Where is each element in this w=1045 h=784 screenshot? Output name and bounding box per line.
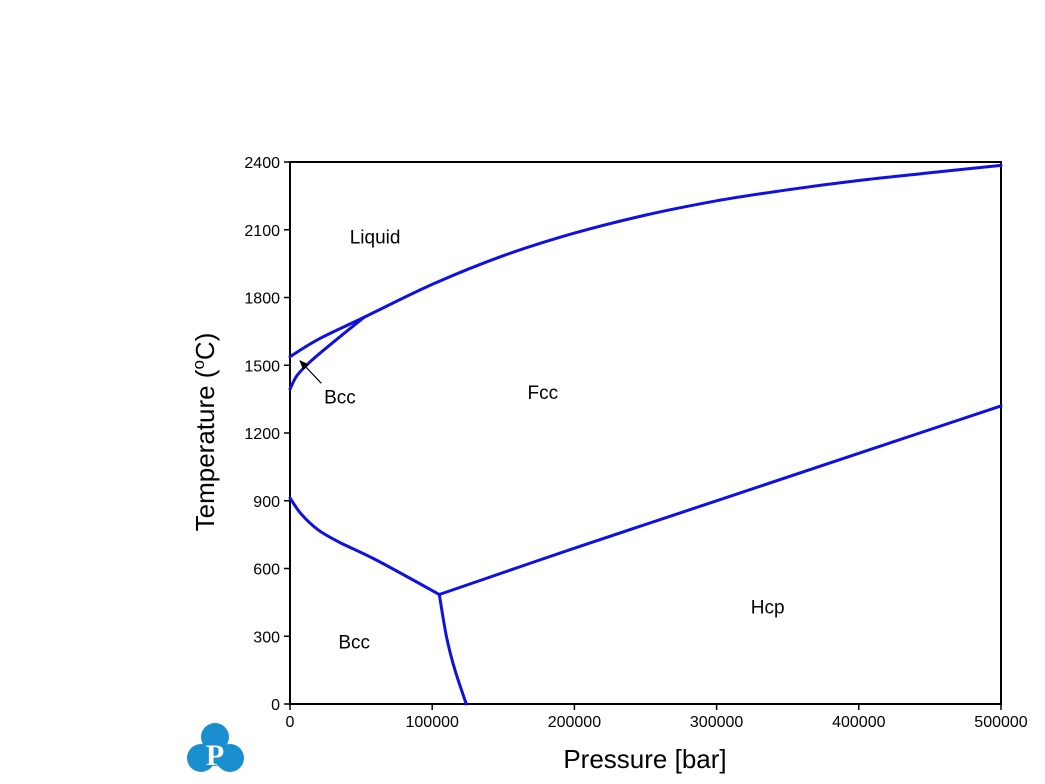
bcc-pointer-arrow — [299, 360, 322, 384]
y-tick-label: 2400 — [244, 155, 280, 172]
x-axis-title: Pressure [bar] — [563, 744, 726, 774]
region-labels: Liquid Fcc Bcc Bcc Hcp — [299, 227, 785, 654]
phase-boundaries — [288, 163, 1003, 706]
region-label: Liquid — [350, 227, 401, 248]
x-tick-label: 100000 — [406, 714, 459, 731]
phase-boundary-line — [288, 163, 1003, 359]
x-tick-label: 200000 — [548, 714, 601, 731]
region-label: Bcc — [338, 633, 370, 654]
y-tick-label: 1200 — [244, 426, 280, 443]
region-label: Hcp — [751, 598, 785, 619]
y-tick-label: 1800 — [244, 291, 280, 308]
x-tick-label: 0 — [286, 714, 295, 731]
phase-boundary-line — [437, 593, 468, 706]
y-tick-label: 0 — [271, 697, 280, 714]
x-axis: 0 100000 200000 300000 400000 500000 — [286, 704, 1028, 731]
x-tick-label: 300000 — [690, 714, 743, 731]
y-axis: 0 300 600 900 1200 1500 1800 2100 2400 — [244, 155, 290, 714]
y-tick-label: 300 — [253, 629, 280, 646]
y-tick-label: 900 — [253, 494, 280, 511]
phase-boundary-line — [288, 315, 366, 391]
region-label: Fcc — [527, 383, 558, 404]
y-tick-label: 600 — [253, 562, 280, 579]
x-tick-label: 400000 — [832, 714, 885, 731]
logo: P — [187, 723, 244, 772]
logo-letter: P — [206, 739, 224, 772]
x-tick-label: 500000 — [974, 714, 1027, 731]
logo-bubble-center — [201, 738, 229, 766]
phase-boundary-line — [288, 496, 441, 596]
y-tick-label: 1500 — [244, 358, 280, 375]
phase-boundary-line — [437, 404, 1003, 596]
y-axis-title: Temperature (oC) — [189, 333, 220, 532]
y-tick-label: 2100 — [244, 223, 280, 240]
region-label: Bcc — [324, 388, 356, 409]
